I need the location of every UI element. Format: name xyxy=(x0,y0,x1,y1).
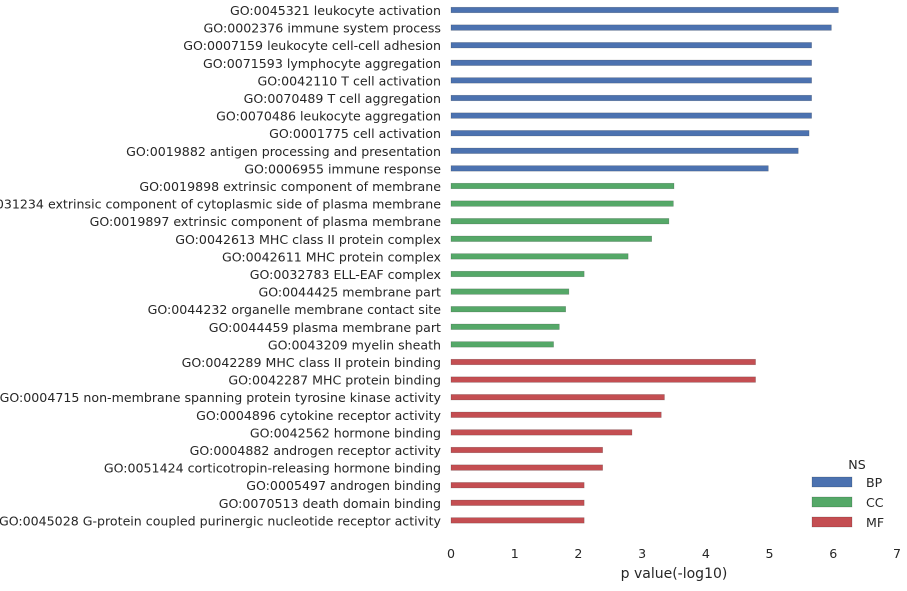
x-tick-label: 0 xyxy=(447,546,455,561)
category-label: GO:0042613 MHC class II protein complex xyxy=(175,232,441,247)
bar-cc xyxy=(450,306,566,313)
category-label: GO:0045028 G-protein coupled purinergic … xyxy=(0,513,442,528)
bar-mf xyxy=(450,446,603,454)
x-tick-label: 1 xyxy=(511,546,519,561)
bar-cc xyxy=(450,288,570,295)
legend-label: BP xyxy=(866,475,883,490)
category-label: GO:0042289 MHC class II protein binding xyxy=(182,355,441,370)
category-label: GO:0051424 corticotropin-releasing hormo… xyxy=(104,461,441,476)
bar-cc xyxy=(450,253,629,260)
category-label: GO:0006955 immune response xyxy=(244,161,441,176)
category-label: GO:0042110 T cell activation xyxy=(257,73,441,88)
x-axis-label: p value(-log10) xyxy=(621,566,728,582)
category-label: GO:0031234 extrinsic component of cytopl… xyxy=(0,197,441,212)
legend-title: NS xyxy=(848,457,865,472)
category-label: GO:0004896 cytokine receptor activity xyxy=(196,408,441,423)
x-tick-label: 4 xyxy=(702,546,710,561)
legend-label: CC xyxy=(866,495,884,510)
bar-cc xyxy=(450,323,560,330)
x-tick-label: 2 xyxy=(574,546,582,561)
bar-mf xyxy=(450,411,662,418)
category-label: GO:0043209 myelin sheath xyxy=(268,337,441,352)
category-label: GO:0044459 plasma membrane part xyxy=(209,320,441,335)
category-label: GO:0042562 hormone binding xyxy=(250,425,441,440)
legend-label: MF xyxy=(866,515,884,530)
bar-cc xyxy=(450,235,652,242)
legend-swatch-cc xyxy=(811,496,853,508)
bar-bp xyxy=(450,94,812,102)
bar-cc xyxy=(450,341,554,348)
bar-bp xyxy=(450,77,812,84)
category-label: GO:0005497 androgen binding xyxy=(246,478,441,493)
category-label: GO:0007159 leukocyte cell-cell adhesion xyxy=(183,38,441,53)
bar-bp xyxy=(450,112,812,119)
category-label: GO:0070513 death domain binding xyxy=(219,496,441,511)
bar-bp xyxy=(450,24,832,31)
category-label: GO:0004715 non-membrane spanning protein… xyxy=(0,390,442,405)
bar-bp xyxy=(450,147,799,154)
bar-mf xyxy=(450,376,756,383)
bar-bp xyxy=(450,42,812,49)
bar-mf xyxy=(450,394,665,401)
bar-bp xyxy=(450,165,769,172)
bar-mf xyxy=(450,429,633,436)
bar-bp xyxy=(450,6,839,14)
bar-mf xyxy=(450,464,603,471)
x-tick-label: 6 xyxy=(829,546,837,561)
category-label: GO:0042611 MHC protein complex xyxy=(222,249,442,264)
category-label: GO:0001775 cell activation xyxy=(269,126,441,141)
category-label: GO:0071593 lymphocyte aggregation xyxy=(203,56,441,71)
legend-swatch-bp xyxy=(811,476,853,488)
category-label: GO:0019882 antigen processing and presen… xyxy=(126,144,441,159)
bar-cc xyxy=(450,270,585,278)
bar-cc xyxy=(450,200,674,207)
bar-mf xyxy=(450,358,756,366)
bar-mf xyxy=(450,517,585,524)
x-tick-label: 3 xyxy=(638,546,646,561)
category-label: GO:0045321 leukocyte activation xyxy=(230,3,441,18)
category-label: GO:0002376 immune system process xyxy=(204,21,441,36)
bar-bp xyxy=(450,59,812,66)
category-label: GO:0019898 extrinsic component of membra… xyxy=(139,179,441,194)
x-tick-label: 5 xyxy=(766,546,774,561)
category-label: GO:0044232 organelle membrane contact si… xyxy=(148,302,442,317)
category-label: GO:0070486 leukocyte aggregation xyxy=(216,109,441,124)
category-label: GO:0070489 T cell aggregation xyxy=(244,91,441,106)
bar-bp xyxy=(450,130,810,137)
category-label: GO:0032783 ELL-EAF complex xyxy=(250,267,442,282)
category-label: GO:0044425 membrane part xyxy=(258,285,441,300)
legend-swatch-mf xyxy=(811,516,853,528)
bar-cc xyxy=(450,182,675,190)
bar-cc xyxy=(450,218,670,225)
bar-mf xyxy=(450,499,585,506)
category-label: GO:0042287 MHC protein binding xyxy=(228,373,441,388)
bar-mf xyxy=(450,482,585,489)
category-label: GO:0004882 androgen receptor activity xyxy=(190,443,442,458)
category-label: GO:0019897 extrinsic component of plasma… xyxy=(90,214,442,229)
x-tick-label: 7 xyxy=(893,546,901,561)
